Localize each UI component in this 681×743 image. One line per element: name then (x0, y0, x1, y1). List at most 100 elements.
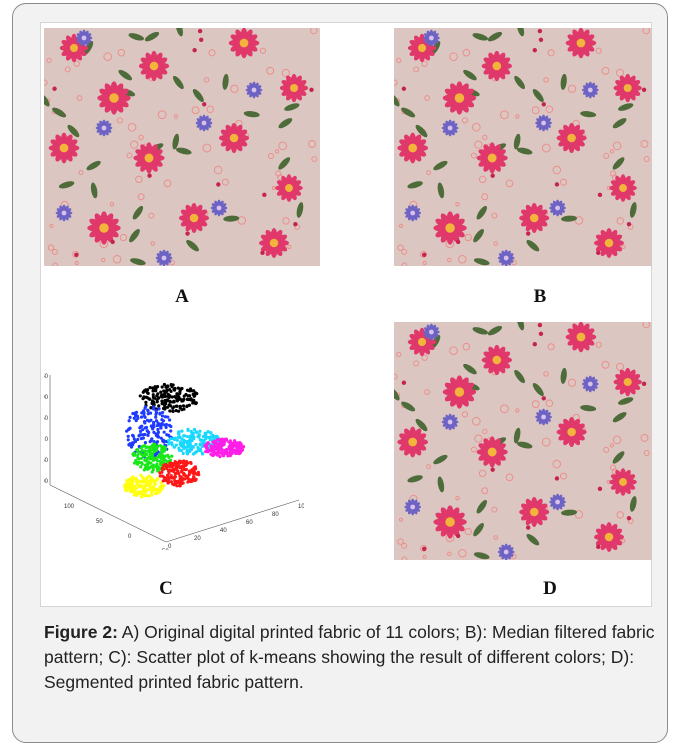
scatter-point (214, 447, 218, 451)
caption-text: A) Original digital printed fabric of 11… (44, 622, 655, 692)
scatter-point (162, 475, 166, 479)
scatter-point (172, 387, 176, 391)
scatter-point (130, 441, 135, 445)
scatter-point (144, 445, 148, 450)
scatter-point (146, 462, 150, 466)
scatter-point (174, 443, 178, 447)
scatter-point (166, 415, 170, 419)
scatter-point (181, 477, 186, 481)
scatter-point (198, 429, 202, 433)
scatter-point (168, 388, 172, 392)
scatter-point (163, 454, 168, 458)
scatter-point (170, 454, 174, 458)
scatter-point (159, 484, 163, 488)
scatter-point (164, 422, 169, 427)
y-tick-label: 0 (128, 534, 132, 540)
scatter-point (200, 451, 205, 455)
z-tick-label: 50 (44, 416, 49, 422)
y-tick-label: 50 (96, 519, 103, 525)
scatter-point (209, 444, 213, 448)
scatter-point (201, 434, 206, 439)
scatter-point (175, 484, 179, 488)
scatter-point (158, 490, 162, 494)
scatter-point (159, 444, 163, 448)
scatter-point (230, 441, 234, 445)
scatter-point (159, 457, 164, 461)
scatter-point (171, 467, 175, 471)
scatter-point (151, 389, 155, 393)
scatter-point (149, 424, 153, 428)
scatter-point (155, 440, 160, 444)
scatter-point (182, 434, 187, 438)
scatter-point (150, 493, 154, 497)
z-tick-label: 100 (44, 395, 49, 401)
scatter-point (134, 479, 138, 484)
scatter-point (178, 390, 182, 394)
scatter-point (213, 439, 217, 443)
scatter-point (162, 449, 166, 453)
scatter-point (160, 399, 164, 403)
scatter-point (228, 450, 232, 454)
scatter-cluster-0 (138, 382, 199, 413)
scatter-point (141, 491, 145, 495)
caption-label: Figure 2: (44, 622, 118, 642)
scatter-point (187, 439, 191, 443)
scatter-point (151, 427, 155, 431)
scatter-point (163, 415, 168, 419)
scatter-point (152, 430, 156, 434)
scatter-point (203, 431, 207, 435)
scatter-point (151, 488, 156, 493)
z-tick-label: -50 (44, 458, 49, 464)
scatter-point (155, 462, 159, 466)
scatter-point (145, 391, 150, 395)
scatter-point (189, 479, 193, 484)
scatter-point (185, 459, 189, 464)
panel-label-d: D (543, 578, 557, 599)
scatter-point (186, 427, 190, 431)
x-tick-label: 80 (272, 512, 279, 518)
scatter-point (208, 438, 212, 442)
scatter-point (161, 419, 166, 423)
scatter-point (208, 448, 212, 453)
scatter-point (138, 490, 142, 494)
scatter-point (168, 400, 172, 404)
scatter-point (146, 412, 150, 416)
scatter-point (179, 475, 183, 479)
scatter-point (152, 439, 156, 444)
scatter-point (222, 442, 226, 447)
scatter-point (176, 469, 180, 473)
scatter-point (240, 448, 245, 452)
scatter-point (170, 462, 175, 466)
scatter-point (162, 382, 166, 387)
scatter-point (209, 452, 213, 456)
scatter-point (154, 419, 159, 423)
scatter-point (232, 439, 237, 443)
panel-label-b: B (533, 286, 547, 307)
scatter-point (166, 475, 170, 479)
scatter-point (194, 401, 198, 405)
scatter-point (133, 439, 138, 444)
scatter-point (191, 445, 195, 449)
scatter-point (195, 472, 199, 476)
scatter-point (140, 494, 144, 498)
scatter-point (138, 394, 142, 398)
scatter-point (166, 481, 170, 485)
scatter-point (151, 386, 155, 390)
scatter-point (158, 412, 162, 416)
scatter-point (212, 444, 216, 449)
scatter-point (144, 395, 148, 399)
scatter-point (181, 404, 186, 408)
fabric-image-b (394, 28, 652, 266)
scatter-point (160, 422, 164, 426)
scatter-point (178, 484, 182, 488)
scatter-point (234, 451, 238, 456)
scatter-point (180, 437, 184, 441)
scatter-point (183, 462, 187, 466)
scatter-point (143, 405, 148, 409)
scatter-point (209, 435, 213, 439)
panel-label-a: A (175, 286, 189, 307)
scatter-point (206, 441, 210, 445)
scatter-point (237, 452, 241, 456)
fabric-image-a (44, 28, 320, 266)
